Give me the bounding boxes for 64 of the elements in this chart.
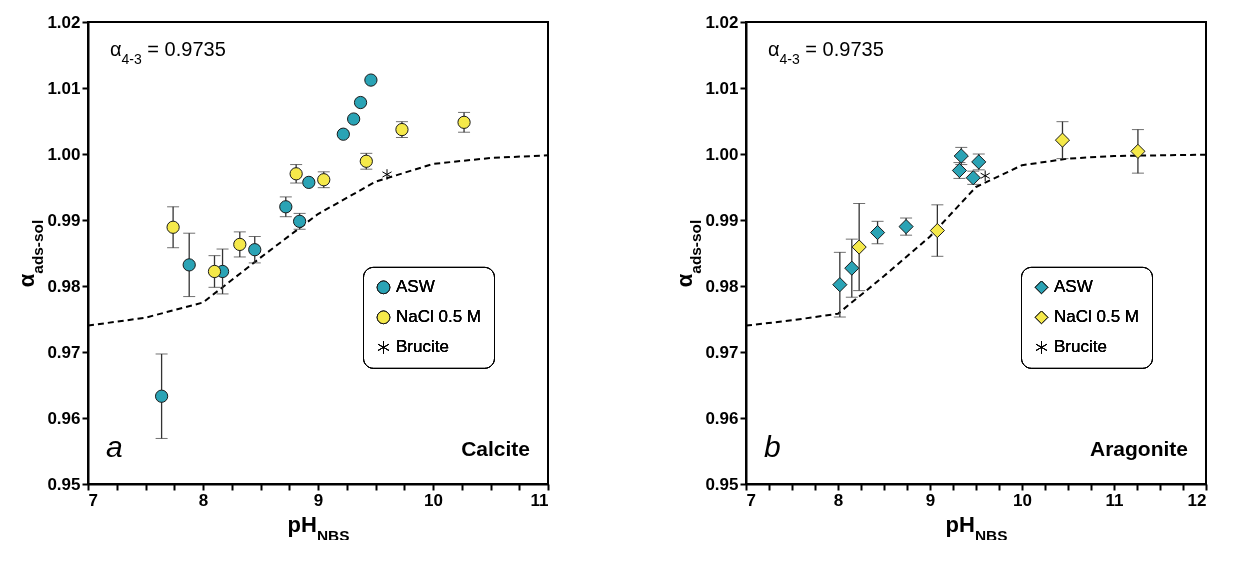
point — [1054, 132, 1071, 148]
annotation: Calcite — [461, 437, 530, 460]
y-tick-label: 1.00 — [705, 144, 739, 164]
point — [851, 239, 867, 255]
annotation: α$_{4-3}$ = 0.9735 — [768, 38, 884, 67]
y-tick-label: 0.99 — [47, 210, 81, 230]
y-tick-label: 1.02 — [47, 12, 81, 32]
y-tick-label: 0.98 — [705, 276, 739, 296]
x-tick-label: 10 — [424, 490, 443, 510]
y-tick-label: 0.95 — [705, 474, 739, 494]
point — [1130, 143, 1146, 159]
y-tick-label: 1.02 — [705, 12, 739, 32]
y-tick-label: 0.95 — [47, 474, 81, 494]
point — [381, 168, 393, 181]
point — [457, 115, 471, 129]
point — [929, 222, 945, 239]
legend-label: NaCl 0.5 M — [396, 307, 482, 327]
point — [353, 95, 368, 110]
point — [832, 277, 848, 293]
x-tick-label: 8 — [198, 490, 209, 510]
legend-label: ASW — [396, 277, 435, 297]
x-tick-label: 9 — [313, 490, 324, 510]
legend-label: NaCl 0.5 M — [1054, 307, 1140, 327]
x-tick-label: 12 — [1187, 490, 1207, 510]
y-tick-label: 1.00 — [47, 144, 81, 164]
x-tick-label: 7 — [88, 490, 98, 510]
y-tick-label: 0.99 — [705, 210, 739, 230]
x-axis-title: pH$_{NBS}$ — [287, 511, 350, 543]
y-tick-label: 0.96 — [705, 408, 739, 428]
point — [279, 200, 293, 214]
point — [364, 73, 378, 87]
annotation: α$_{4-3}$ = 0.9735 — [110, 38, 226, 67]
annotation: a — [106, 430, 123, 463]
y-tick-label: 1.01 — [705, 78, 739, 98]
y-tick-label: 0.98 — [47, 276, 81, 296]
point — [182, 258, 196, 272]
point — [154, 389, 169, 403]
point — [248, 243, 262, 257]
point — [302, 175, 316, 189]
x-tick-label: 8 — [833, 490, 844, 510]
point — [347, 112, 361, 126]
x-tick-label: 7 — [746, 490, 756, 510]
point — [336, 127, 350, 141]
x-tick-label: 9 — [925, 490, 936, 510]
point — [233, 237, 247, 252]
x-tick-label: 11 — [1105, 490, 1124, 510]
point — [869, 224, 886, 241]
point — [980, 170, 991, 182]
legend-label: ASW — [1054, 277, 1093, 297]
point — [207, 264, 222, 279]
x-tick-label: 10 — [1013, 490, 1032, 510]
annotation: b — [764, 430, 781, 463]
point — [289, 167, 303, 181]
legend-label: Brucite — [396, 337, 449, 357]
x-axis-title: pH$_{NBS}$ — [945, 511, 1008, 543]
x-tick-label: 11 — [530, 490, 549, 510]
y-tick-label: 0.97 — [705, 342, 739, 362]
annotation: Aragonite — [1089, 437, 1188, 460]
point — [166, 220, 180, 234]
legend-label: Brucite — [1054, 337, 1107, 357]
y-tick-label: 0.96 — [47, 408, 81, 428]
y-tick-label: 1.01 — [47, 78, 81, 98]
y-tick-label: 0.97 — [47, 342, 81, 362]
point — [844, 260, 860, 276]
